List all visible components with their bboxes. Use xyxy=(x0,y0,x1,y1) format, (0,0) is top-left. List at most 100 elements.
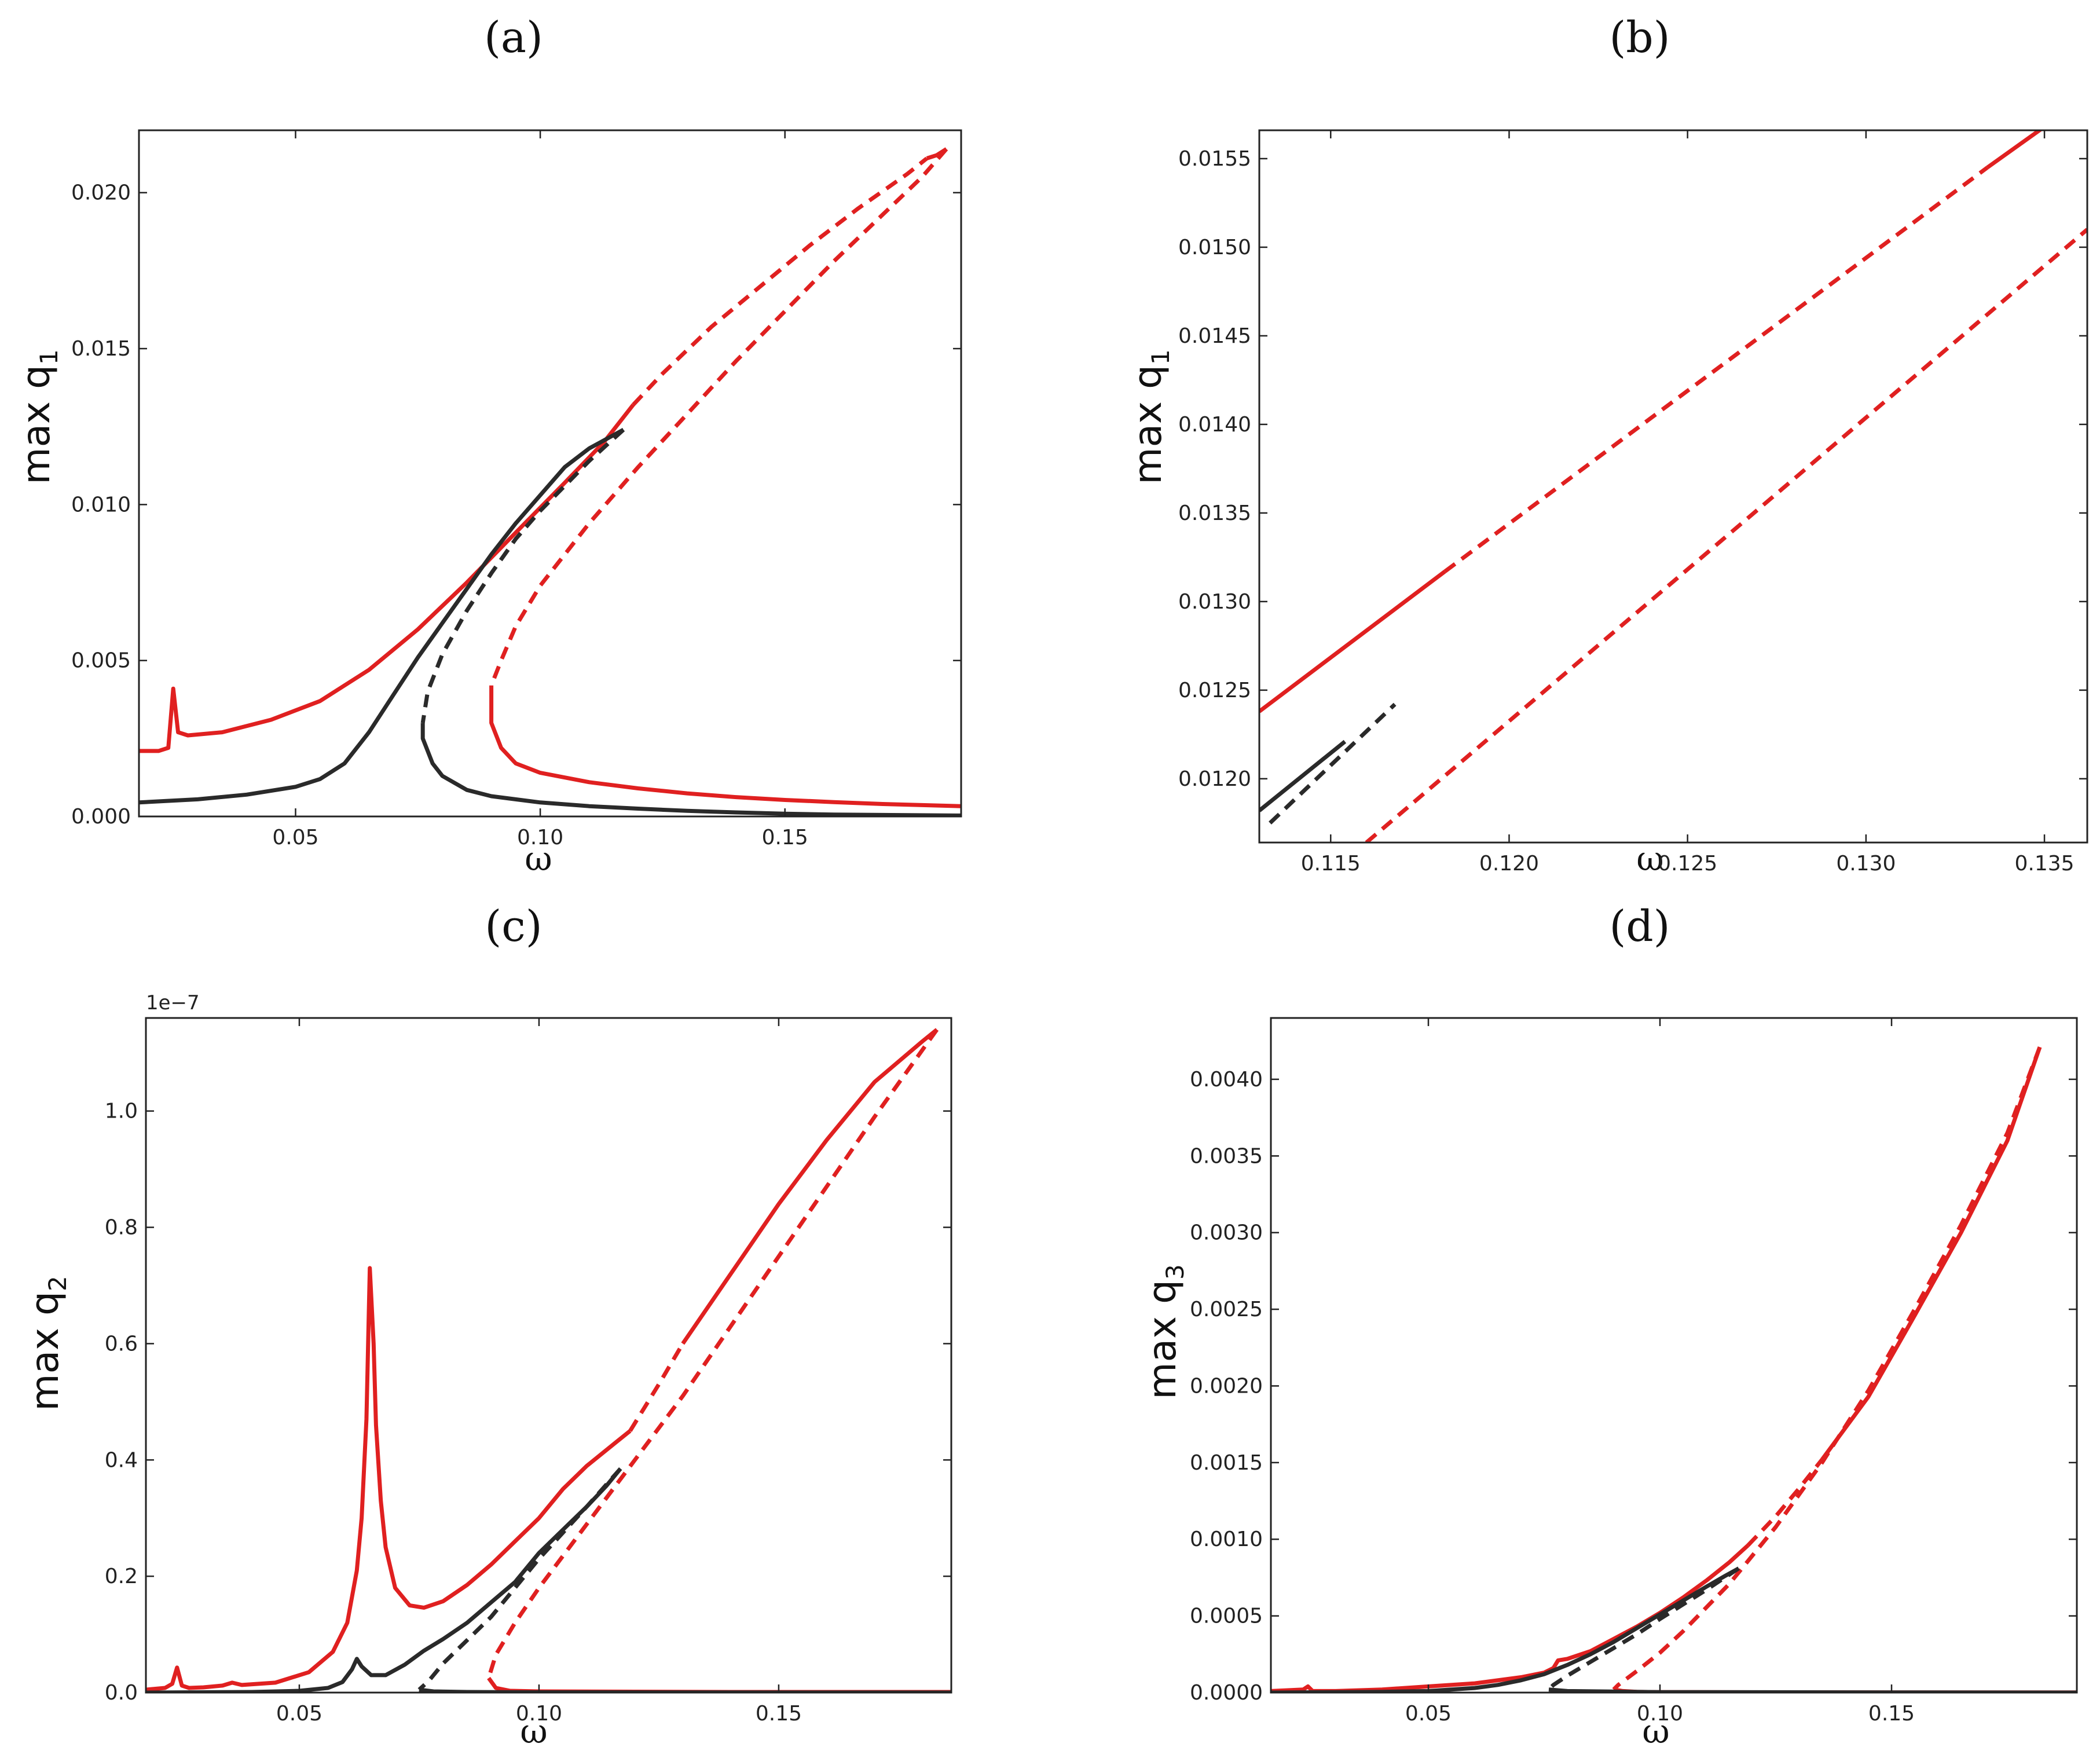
y-tick-label: 0.0015 xyxy=(1190,1451,1263,1475)
y-axis-label: max q1 xyxy=(1126,349,1175,484)
x-axis-label: ω xyxy=(1636,839,1663,878)
panel-c: (c) max q2 ω 1e−7 0.05 0.10 0.15 0.0 0.2 0.4 0… xyxy=(23,902,952,1751)
x-axis-label: ω xyxy=(1642,1712,1669,1751)
black-solid-curve xyxy=(139,428,625,805)
series-group xyxy=(146,1028,951,1693)
y-tick-label: 0.0145 xyxy=(1178,324,1251,348)
offset-text: 1e−7 xyxy=(146,991,200,1014)
red-solid-curve xyxy=(1271,1544,1750,1693)
red-dashed-curve xyxy=(632,156,928,406)
black-dashed-curve xyxy=(420,428,625,723)
plot-frame xyxy=(138,129,962,818)
black-dashed-curve xyxy=(417,1467,622,1691)
plot-frame xyxy=(1270,1017,2078,1694)
y-tick-label: 0.0025 xyxy=(1190,1298,1263,1321)
y-axis-label: max q2 xyxy=(23,1276,72,1411)
red-dashed-curve xyxy=(1365,228,2087,843)
y-tick-label: 0.020 xyxy=(71,181,131,205)
red-solid-curve xyxy=(1986,130,2043,170)
y-axis-label-text: max q xyxy=(14,365,58,485)
red-solid-curve xyxy=(146,1266,632,1692)
x-tick-label: 0.05 xyxy=(276,1702,322,1726)
y-tick-label: 0.0140 xyxy=(1178,413,1251,437)
black-solid-curve xyxy=(1259,739,1347,812)
panel-a: (a) max q1 ω 0.05 0.10 0.15 0.000 0.005 0.010… xyxy=(14,13,962,878)
x-axis-label: ω xyxy=(520,1712,547,1751)
x-tick-label: 0.120 xyxy=(1479,852,1539,876)
red-solid-curve xyxy=(1820,1046,2042,1461)
y-tick-label: 0.0130 xyxy=(1178,590,1251,614)
red-dashed-curve xyxy=(628,1342,685,1432)
x-tick-label: 0.15 xyxy=(762,826,808,849)
x-tick-label: 0.130 xyxy=(1836,852,1896,876)
y-axis-label-subscript: 1 xyxy=(35,349,63,365)
y-tick-label: 0.6 xyxy=(105,1332,138,1356)
y-tick-label: 0.2 xyxy=(105,1565,138,1588)
y-tick-label: 0.0005 xyxy=(1190,1605,1263,1628)
y-tick-label: 0.0120 xyxy=(1178,767,1251,791)
y-tick-label: 0.0135 xyxy=(1178,501,1251,525)
y-tick-label: 0.0020 xyxy=(1190,1374,1263,1398)
plot-frame xyxy=(1258,129,2088,844)
y-axis-label-text: max q xyxy=(1126,365,1170,485)
black-dashed-curve xyxy=(1269,702,1397,825)
y-axis-label: max q3 xyxy=(1140,1264,1189,1399)
red-dashed-curve xyxy=(1443,166,1989,573)
y-tick-label: 0.015 xyxy=(71,337,131,361)
x-tick-label: 0.15 xyxy=(756,1702,802,1726)
black-dashed-curve xyxy=(1547,1566,1740,1691)
series-group xyxy=(139,147,961,816)
x-tick-label: 0.115 xyxy=(1301,852,1361,876)
panel-label: (c) xyxy=(485,902,542,951)
panel-label: (a) xyxy=(484,13,543,63)
red-solid-curve xyxy=(1259,570,1446,713)
x-tick-label: 0.125 xyxy=(1658,852,1717,876)
y-tick-label: 0.4 xyxy=(105,1448,138,1472)
series-group xyxy=(1259,130,2087,843)
y-tick-label: 0.8 xyxy=(105,1216,138,1240)
red-solid-curve xyxy=(487,1676,951,1693)
plot-frame xyxy=(145,1017,952,1694)
x-tick-label: 0.15 xyxy=(1868,1702,1915,1726)
red-dashed-curve xyxy=(1746,1458,1824,1547)
panel-d: (d) max q3 ω 0.05 0.10 0.15 0.0000 0.0005 0.0… xyxy=(1140,902,2078,1751)
red-dashed-curve xyxy=(1612,1046,2042,1691)
y-axis-label-subscript: 3 xyxy=(1161,1264,1189,1280)
red-solid-curve xyxy=(139,403,635,753)
y-tick-label: 0.0 xyxy=(105,1681,138,1705)
y-tick-label: 0.0125 xyxy=(1178,679,1251,702)
panel-label: (d) xyxy=(1609,902,1670,951)
black-solid-curve xyxy=(1271,1566,1740,1693)
y-tick-label: 0.0010 xyxy=(1190,1528,1263,1551)
y-tick-label: 0.0035 xyxy=(1190,1144,1263,1168)
y-tick-label: 0.0000 xyxy=(1190,1681,1263,1705)
series-group xyxy=(1271,1046,2077,1693)
red-dashed-curve xyxy=(489,148,948,687)
y-tick-label: 0.005 xyxy=(71,649,131,673)
x-tick-label: 0.10 xyxy=(516,1702,562,1726)
y-axis-label-subscript: 1 xyxy=(1146,349,1175,365)
x-tick-label: 0.10 xyxy=(1637,1702,1683,1726)
panel-label: (b) xyxy=(1609,13,1670,63)
x-tick-label: 0.05 xyxy=(272,826,318,849)
red-solid-curve xyxy=(681,1028,939,1345)
y-tick-label: 1.0 xyxy=(105,1100,138,1123)
x-tick-label: 0.05 xyxy=(1405,1702,1452,1726)
red-solid-curve xyxy=(489,685,961,808)
x-tick-label: 0.10 xyxy=(517,826,563,849)
black-solid-curve xyxy=(420,723,961,816)
y-axis-label-text: max q xyxy=(1140,1280,1185,1400)
y-tick-label: 0.0030 xyxy=(1190,1221,1263,1245)
y-tick-label: 0.010 xyxy=(71,493,131,517)
black-solid-curve xyxy=(146,1467,622,1693)
y-axis-label-subscript: 2 xyxy=(43,1276,72,1291)
x-axis-label: ω xyxy=(525,839,552,878)
y-tick-label: 0.0155 xyxy=(1178,147,1251,171)
red-dashed-curve xyxy=(486,1028,939,1679)
panel-b: (b) max q1 ω 0.115 0.120 0.125 0.130 0.135 0.… xyxy=(1126,13,2088,878)
y-tick-label: 0.0040 xyxy=(1190,1068,1263,1092)
y-tick-label: 0.000 xyxy=(71,805,131,829)
y-axis-label-text: max q xyxy=(23,1291,67,1411)
x-tick-label: 0.135 xyxy=(2015,852,2075,876)
